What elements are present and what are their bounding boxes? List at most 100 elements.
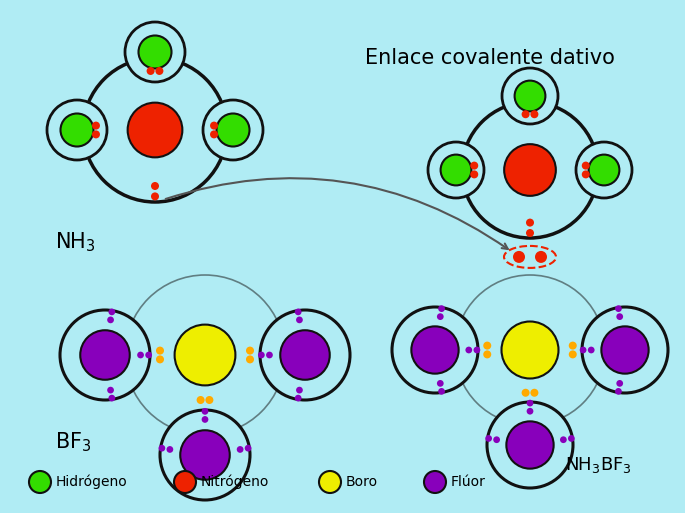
Circle shape — [156, 356, 164, 363]
Circle shape — [180, 430, 229, 480]
Circle shape — [502, 68, 558, 124]
Circle shape — [493, 437, 500, 443]
Circle shape — [576, 142, 632, 198]
Circle shape — [108, 308, 115, 315]
Circle shape — [92, 122, 100, 130]
Circle shape — [137, 351, 144, 359]
Text: NH$_3$BF$_3$: NH$_3$BF$_3$ — [565, 455, 632, 475]
Circle shape — [206, 396, 214, 404]
Circle shape — [470, 170, 478, 179]
Circle shape — [504, 144, 556, 196]
Circle shape — [246, 347, 254, 354]
Circle shape — [601, 326, 649, 373]
Circle shape — [108, 394, 115, 402]
Circle shape — [151, 182, 159, 190]
Circle shape — [465, 347, 472, 353]
Circle shape — [125, 275, 285, 435]
Circle shape — [588, 347, 595, 353]
Circle shape — [615, 388, 622, 394]
Circle shape — [535, 251, 547, 263]
Text: Flúor: Flúor — [451, 475, 486, 489]
Circle shape — [530, 389, 538, 397]
Circle shape — [83, 58, 227, 202]
Circle shape — [158, 445, 165, 451]
Circle shape — [210, 130, 218, 139]
Circle shape — [615, 305, 622, 312]
Circle shape — [580, 347, 586, 353]
Circle shape — [470, 162, 478, 170]
Circle shape — [319, 471, 341, 493]
Circle shape — [428, 142, 484, 198]
Circle shape — [424, 471, 446, 493]
Circle shape — [506, 421, 553, 469]
Circle shape — [296, 317, 303, 323]
Circle shape — [560, 437, 566, 443]
Circle shape — [513, 251, 525, 263]
Circle shape — [462, 102, 598, 238]
Circle shape — [125, 22, 185, 82]
Circle shape — [483, 342, 491, 349]
Circle shape — [147, 67, 155, 75]
Text: BF$_3$: BF$_3$ — [55, 430, 92, 453]
Circle shape — [473, 347, 480, 353]
Circle shape — [485, 435, 492, 442]
Circle shape — [60, 310, 150, 400]
Circle shape — [569, 342, 577, 349]
Circle shape — [107, 317, 114, 323]
Circle shape — [521, 389, 530, 397]
Circle shape — [412, 326, 459, 373]
Circle shape — [80, 330, 129, 380]
Circle shape — [582, 170, 590, 179]
Circle shape — [258, 351, 264, 359]
Circle shape — [260, 310, 350, 400]
Circle shape — [156, 347, 164, 354]
Circle shape — [175, 325, 236, 385]
Circle shape — [487, 402, 573, 488]
Circle shape — [295, 394, 301, 402]
Circle shape — [501, 322, 558, 379]
Circle shape — [266, 351, 273, 359]
Circle shape — [47, 100, 107, 160]
Circle shape — [155, 67, 164, 75]
Text: Nitrógeno: Nitrógeno — [201, 475, 269, 489]
Circle shape — [203, 100, 263, 160]
Circle shape — [295, 308, 301, 315]
Circle shape — [246, 356, 254, 363]
Circle shape — [616, 380, 623, 387]
Circle shape — [438, 388, 445, 394]
Circle shape — [174, 471, 196, 493]
Circle shape — [92, 130, 100, 139]
Circle shape — [526, 219, 534, 227]
Circle shape — [166, 446, 173, 453]
Circle shape — [569, 350, 577, 359]
Circle shape — [245, 445, 251, 451]
Circle shape — [29, 471, 51, 493]
Circle shape — [145, 351, 152, 359]
Text: Boro: Boro — [346, 475, 378, 489]
Circle shape — [521, 110, 530, 118]
Circle shape — [440, 154, 471, 185]
Text: Enlace covalente dativo: Enlace covalente dativo — [365, 48, 615, 68]
Text: Hidrógeno: Hidrógeno — [56, 475, 127, 489]
Circle shape — [392, 307, 478, 393]
Circle shape — [216, 113, 249, 147]
Circle shape — [527, 400, 534, 406]
Circle shape — [437, 313, 444, 320]
Circle shape — [588, 154, 619, 185]
Circle shape — [437, 380, 444, 387]
Circle shape — [438, 305, 445, 312]
Circle shape — [568, 435, 575, 442]
Circle shape — [107, 387, 114, 393]
Circle shape — [197, 396, 205, 404]
Circle shape — [151, 192, 159, 201]
Text: NH$_3$: NH$_3$ — [55, 230, 96, 253]
Circle shape — [201, 408, 208, 415]
Circle shape — [60, 113, 93, 147]
Circle shape — [527, 408, 534, 415]
Circle shape — [138, 35, 171, 69]
Circle shape — [296, 387, 303, 393]
Circle shape — [127, 103, 182, 157]
Circle shape — [210, 122, 218, 130]
Circle shape — [582, 307, 668, 393]
Circle shape — [280, 330, 329, 380]
